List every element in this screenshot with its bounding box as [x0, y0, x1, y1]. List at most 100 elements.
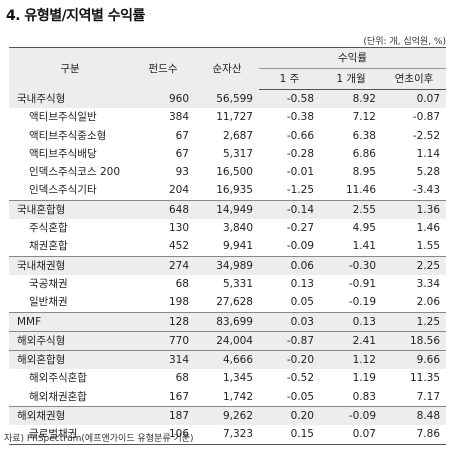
row-1week: -0.05 — [259, 387, 320, 408]
row-assets: 16,935 — [195, 181, 259, 201]
row-ytd: 18.56 — [382, 331, 447, 352]
header-1month: 1 개월 — [320, 68, 382, 90]
row-assets: 1,345 — [222, 372, 253, 385]
row-ytd: 9.66 — [382, 350, 447, 370]
table-row: 채권혼합 452 9,941 -0.09 1.41 1.55 — [9, 237, 447, 257]
row-ytd: 0.07 — [382, 89, 447, 109]
row-assets: 5,331 — [222, 277, 253, 290]
table-row: 해외채권형 187 9,262 0.20 -0.09 8.48 — [9, 406, 447, 426]
row-ytd: -3.43 — [382, 181, 447, 201]
row-count: 314 — [131, 350, 195, 370]
row-1week: 0.13 — [290, 277, 314, 290]
table-row: 액티브주식배당 67 5,317 -0.28 6.86 1.14 — [9, 145, 446, 163]
row-ytd: 1.14 — [416, 147, 441, 160]
row-assets: 11,727 — [216, 111, 253, 124]
row-name: 국내주식형 — [9, 89, 131, 109]
row-count: 384 — [168, 111, 189, 124]
row-count: 770 — [131, 331, 195, 352]
row-1month: -0.19 — [320, 293, 382, 313]
row-assets: 16,500 — [216, 166, 253, 179]
row-count: 106 — [131, 425, 195, 445]
table-row: 일반채권 198 27,628 0.05 -0.19 2.06 — [9, 293, 447, 313]
row-1month: -0.30 — [320, 256, 382, 275]
row-assets: 14,949 — [195, 200, 259, 220]
row-count: 68 — [175, 277, 189, 290]
row-ytd: 8.48 — [382, 406, 447, 426]
row-1month: 2.41 — [320, 331, 382, 352]
row-ytd: 1.46 — [416, 222, 441, 235]
header-fund-count: 펀드수 — [131, 47, 195, 90]
table-row: 해외혼합형 314 4,666 -0.20 1.12 9.66 — [9, 350, 447, 370]
page-title: 4. 유형별/지역별 수익률 — [6, 8, 145, 24]
row-1week: -0.20 — [259, 350, 320, 370]
row-name: 인덱스주식기타 — [9, 181, 131, 201]
header-net-assets: 순자산 — [195, 47, 259, 90]
row-name: 국내혼합형 — [9, 200, 131, 220]
row-1month: 11.46 — [320, 181, 382, 201]
table-row: 국내혼합형 648 14,949 -0.14 2.55 1.36 — [9, 200, 447, 220]
row-name: 해외채권형 — [9, 406, 131, 426]
row-1month: 0.83 — [320, 387, 382, 408]
header-category: 구분 — [9, 47, 131, 90]
row-1week: 0.06 — [259, 256, 320, 275]
row-ytd: 2.25 — [382, 256, 447, 275]
row-assets: 56,599 — [195, 89, 259, 109]
row-count: 204 — [131, 181, 195, 201]
table-row: 국내채권형 274 34,989 0.06 -0.30 2.25 — [9, 256, 447, 275]
row-name: 국공채권 — [29, 277, 68, 290]
row-1month: 0.07 — [320, 425, 382, 445]
row-name: 액티브주식중소형 — [29, 129, 107, 142]
row-name: 해외혼합형 — [9, 350, 131, 370]
table-row: 해외주식혼합 68 1,345 -0.52 1.19 11.35 — [9, 369, 446, 387]
row-name: 해외채권혼합 — [9, 387, 131, 408]
row-assets: 1,742 — [195, 387, 259, 408]
row-assets: 4,666 — [195, 350, 259, 370]
row-ytd: -0.87 — [412, 111, 441, 124]
table-row: 국내주식형 960 56,599 -0.58 8.92 0.07 — [9, 89, 447, 109]
row-assets: 27,628 — [195, 293, 259, 313]
row-1week: -0.09 — [259, 237, 320, 257]
row-1month: 4.95 — [352, 222, 376, 235]
row-1week: -0.58 — [259, 89, 320, 109]
row-1week: 0.20 — [259, 406, 320, 426]
row-1week: 0.03 — [259, 312, 320, 332]
row-1month: -0.09 — [320, 406, 382, 426]
row-assets: 9,262 — [195, 406, 259, 426]
row-ytd: -2.52 — [412, 129, 441, 142]
row-count: 452 — [131, 237, 195, 257]
row-count: 274 — [131, 256, 195, 275]
row-count: 67 — [175, 129, 189, 142]
header-1week: 1 주 — [259, 68, 320, 90]
row-name: 글로벌채권 — [9, 425, 131, 445]
row-1month: 2.55 — [320, 200, 382, 220]
row-ytd: 1.36 — [382, 200, 447, 220]
row-name: 일반채권 — [9, 293, 131, 313]
row-name: 해외주식형 — [9, 331, 131, 352]
row-1month: 1.41 — [320, 237, 382, 257]
row-1month: -0.91 — [348, 277, 376, 290]
returns-table: 구분 펀드수 순자산 수익률 1 주 1 개월 연초이후 국내주식형 960 5… — [9, 47, 447, 445]
row-1week: -0.66 — [286, 129, 314, 142]
row-assets: 5,317 — [222, 147, 253, 160]
table-row: 해외주식형 770 24,004 -0.87 2.41 18.56 — [9, 331, 447, 352]
row-name: 해외주식혼합 — [29, 372, 87, 385]
row-count: 167 — [131, 387, 195, 408]
row-assets: 9,941 — [195, 237, 259, 257]
row-assets: 24,004 — [195, 331, 259, 352]
unit-note: (단위: 개, 십억원, %) — [363, 37, 446, 47]
row-1week: -0.01 — [286, 166, 314, 179]
row-name: 액티브주식일반 — [29, 111, 97, 124]
row-count: 960 — [131, 89, 195, 109]
table-row: 해외채권혼합 167 1,742 -0.05 0.83 7.17 — [9, 387, 447, 408]
row-1week: -0.27 — [286, 222, 314, 235]
table-row: 액티브주식일반 384 11,727 -0.38 7.12 -0.87 — [9, 108, 446, 126]
row-count: 648 — [131, 200, 195, 220]
table-row: 인덱스주식코스 200 93 16,500 -0.01 8.95 5.28 — [9, 163, 446, 181]
row-count: 187 — [131, 406, 195, 426]
row-1month: 8.92 — [320, 89, 382, 109]
row-assets: 83,699 — [195, 312, 259, 332]
row-name: 액티브주식배당 — [29, 147, 97, 160]
row-1week: 0.15 — [259, 425, 320, 445]
row-1week: -0.87 — [259, 331, 320, 352]
row-assets: 3,840 — [222, 222, 253, 235]
